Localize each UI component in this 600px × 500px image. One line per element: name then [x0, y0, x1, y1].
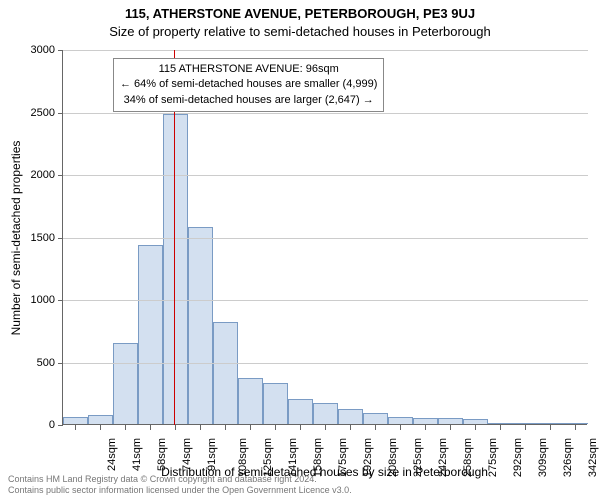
histogram-bar	[213, 322, 238, 425]
annotation-line: 34% of semi-detached houses are larger (…	[120, 93, 377, 108]
footer-line2: Contains public sector information licen…	[8, 485, 352, 497]
histogram-bar	[63, 417, 88, 425]
histogram-bar	[438, 418, 463, 424]
y-tick-label: 3000	[15, 44, 55, 56]
histogram-bar	[113, 343, 138, 424]
y-tick-label: 500	[15, 357, 55, 369]
histogram-bar	[463, 419, 488, 424]
footer-attribution: Contains HM Land Registry data © Crown c…	[8, 474, 352, 497]
title-main: 115, ATHERSTONE AVENUE, PETERBOROUGH, PE…	[0, 0, 600, 21]
histogram-bar	[238, 378, 263, 424]
annotation-line: 115 ATHERSTONE AVENUE: 96sqm	[120, 62, 377, 77]
histogram-bar	[188, 227, 213, 425]
histogram-chart: 115 ATHERSTONE AVENUE: 96sqm← 64% of sem…	[62, 50, 587, 425]
histogram-bar	[513, 423, 538, 424]
histogram-bar	[563, 423, 588, 424]
histogram-bar	[88, 415, 113, 424]
x-tick-label: 342sqm	[587, 438, 599, 477]
histogram-bar	[488, 423, 513, 424]
y-axis-label: Number of semi-detached properties	[9, 140, 23, 335]
histogram-bar	[388, 417, 413, 425]
plot-area: 115 ATHERSTONE AVENUE: 96sqm← 64% of sem…	[62, 50, 587, 425]
annotation-box: 115 ATHERSTONE AVENUE: 96sqm← 64% of sem…	[113, 58, 384, 112]
histogram-bar	[338, 409, 363, 424]
title-sub: Size of property relative to semi-detach…	[0, 21, 600, 39]
y-tick-label: 2500	[15, 107, 55, 119]
histogram-bar	[288, 399, 313, 424]
histogram-bar	[413, 418, 438, 424]
footer-line1: Contains HM Land Registry data © Crown c…	[8, 474, 352, 486]
histogram-bar	[138, 245, 163, 424]
histogram-bar	[538, 423, 563, 424]
y-tick-label: 0	[15, 419, 55, 431]
histogram-bar	[363, 413, 388, 424]
histogram-bar	[313, 403, 338, 424]
annotation-line: ← 64% of semi-detached houses are smalle…	[120, 77, 377, 92]
histogram-bar	[263, 383, 288, 424]
histogram-bar	[163, 114, 188, 424]
